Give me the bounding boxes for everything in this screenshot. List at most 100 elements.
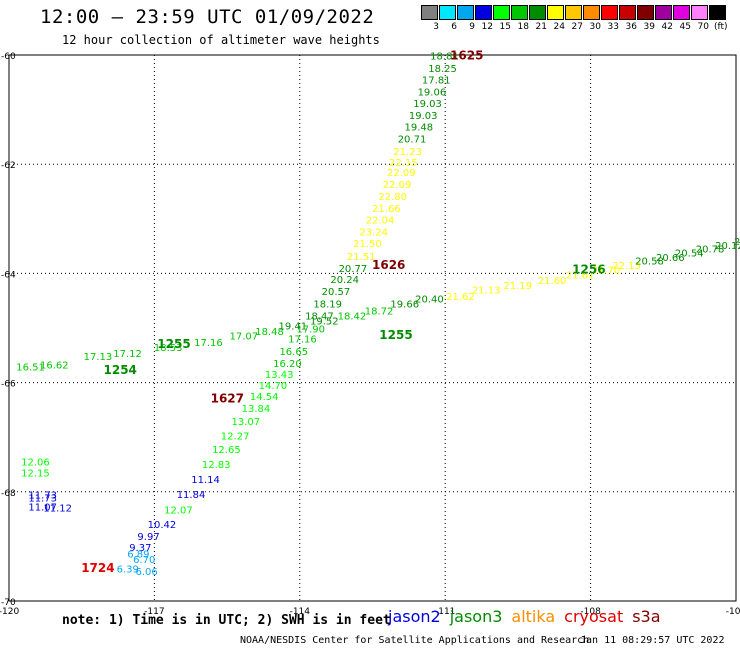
wave-height-label: 20.12 [715,241,740,252]
color-scale-swatch [493,5,510,20]
color-scale-label: 12 [481,22,493,32]
chart-title: 12:00 – 23:59 UTC 01/09/2022 [40,6,375,28]
wave-height-label: 18.48 [255,327,284,338]
wave-height-label: 20.66 [656,253,685,264]
x-tick-label: -117 [144,607,164,617]
wave-height-label: 13.07 [231,417,260,428]
wave-height-label: 14.54 [250,392,279,403]
wave-height-label: 22.04 [366,216,395,227]
chart-subtitle: 12 hour collection of altimeter wave hei… [62,33,380,47]
color-scale-label: 24 [553,22,565,32]
x-tick-label: -111 [435,607,455,617]
wave-height-label: 9.37 [129,543,151,554]
color-scale-label: 39 [643,22,655,32]
pass-number-label: 1254 [104,363,137,377]
wave-height-label: 21.13 [472,286,501,297]
wave-height-label: 16.20 [273,359,302,370]
wave-height-label: 10.42 [148,520,177,531]
y-tick-label: -66 [1,380,16,390]
wave-height-label: 18.72 [365,306,394,317]
footer-timestamp: Jan 11 08:29:57 UTC 2022 [580,635,725,646]
wave-height-label: 19.06 [418,87,447,98]
color-scale-swatch [529,5,546,20]
wave-height-label: 12.83 [202,460,231,471]
wave-height-label: 21.61 [566,270,595,281]
wave-height-label: 19.41 [278,322,307,333]
grid [9,55,736,601]
wave-height-label: 20.57 [322,287,351,298]
wave-height-label: 21.66 [372,204,401,215]
wave-height-label: 23.24 [359,228,388,239]
color-scale-label: 15 [499,22,511,32]
wave-height-label: 20.54 [675,248,704,259]
color-scale-label: 42 [661,22,673,32]
wave-height-label: 9.97 [137,532,159,543]
satellite-legend: jason2 jason3 altika cryosat s3a [388,607,661,626]
pass-number-label: 1724 [81,561,114,575]
wave-height-label: 16.62 [40,360,69,371]
pass-number-label: 1627 [211,391,244,405]
wave-height-label: 17.90 [296,324,325,335]
color-scale-swatch [691,5,708,20]
wave-height-label: 17.16 [288,335,317,346]
color-scale-label: 36 [625,22,637,32]
color-scale-swatch [421,5,438,20]
wave-height-label: 21.50 [353,239,382,250]
wave-height-label: 21.23 [393,147,422,158]
color-scale-swatch [565,5,582,20]
y-tick-label: -64 [1,270,16,280]
wave-height-label: 20.51 [734,237,740,248]
wave-height-label: 11.14 [191,475,220,486]
wave-height-label: 13.43 [265,370,294,381]
wave-height-label: 21.51 [347,252,376,263]
wave-height-label: 6.70 [133,555,155,566]
satellite-legend-item: altika [511,607,556,626]
y-tick-label: -68 [1,489,16,499]
wave-height-label: 17.16 [194,338,223,349]
wave-height-label: 11.73 [28,494,57,505]
wave-height-label: 17.81 [422,75,451,86]
wave-height-label: 12.65 [212,445,241,456]
wave-height-label: 18.42 [338,311,367,322]
wave-height-label: 12.15 [21,469,50,480]
wave-height-label: 19.52 [310,317,339,328]
wave-height-label: 21.62 [446,292,475,303]
wave-height-label: 19.48 [404,122,433,133]
x-tick-label: -114 [290,607,311,617]
wave-height-label: 20.58 [635,257,664,268]
color-scale-unit: (ft) [714,22,728,32]
wave-height-label: 11.73 [28,490,57,501]
axis-ticks: -120 -117 -114 -111 -108 -105 -60 -62 -64 -66 -68 -… [0,52,740,617]
x-tick-label: -120 [0,607,19,617]
wave-height-label: 21.19 [503,281,532,292]
pass-number-label: 1255 [379,328,412,342]
wave-height-label: 17.12 [113,349,142,360]
wave-height-label: 17.07 [230,331,259,342]
y-tick-label: -62 [1,161,16,171]
wave-height-label: 20.78 [696,245,725,256]
color-scale-swatch [709,5,726,20]
wave-height-label: 17.13 [84,352,113,363]
wave-height-label: 12.06 [21,458,50,469]
color-scale [421,5,727,20]
color-scale-swatch [637,5,654,20]
wave-height-label: 11.12 [43,503,72,514]
wave-height-label: 18.19 [313,299,342,310]
y-tick-label: -70 [1,598,16,608]
pass-number-label: 1255 [157,337,190,351]
wave-height-label: 22.09 [383,180,412,191]
wave-height-label: 18.53 [154,343,183,354]
wave-height-label: 20.71 [398,134,427,145]
wave-height-label: 19.03 [409,111,438,122]
color-scale-swatch [673,5,690,20]
wave-height-label: 11.07 [28,502,57,513]
color-scale-label: 45 [679,22,691,32]
color-scale-swatch [439,5,456,20]
wave-height-label: 6.06 [135,567,157,578]
pass-number-label: 1626 [372,258,405,272]
wave-height-label: 22.15 [612,261,641,272]
color-scale-swatch [655,5,672,20]
wave-height-label: 20.40 [415,294,444,305]
pass-number-label: 1256 [572,262,605,276]
